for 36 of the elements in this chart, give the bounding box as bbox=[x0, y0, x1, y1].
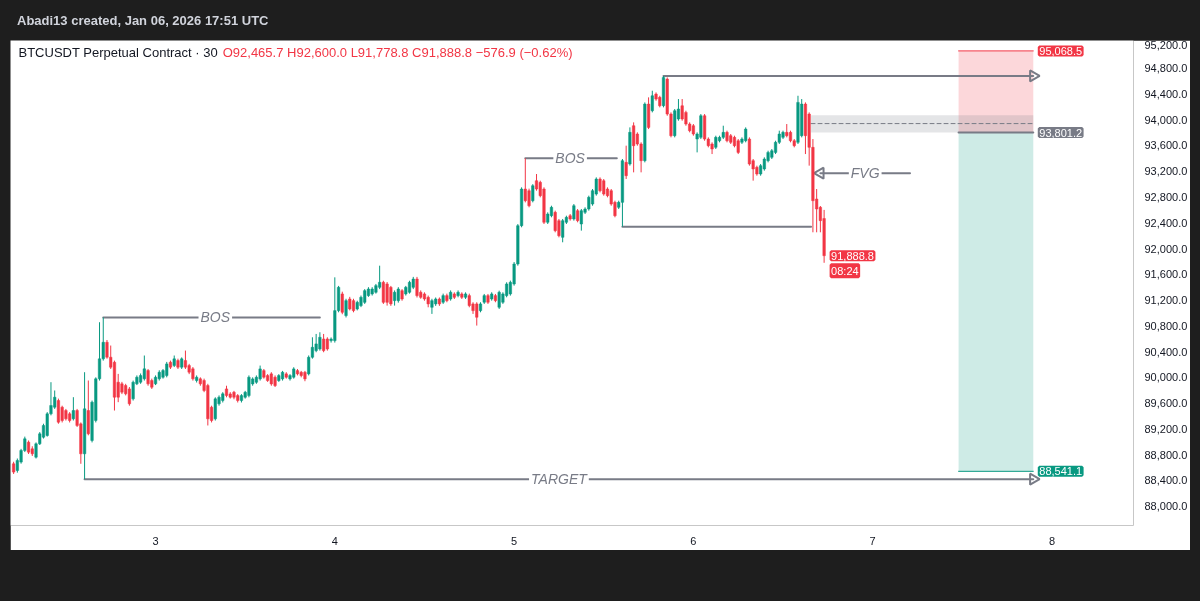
data-label: 95,068.5 bbox=[1039, 44, 1083, 57]
chart-title: BTCUSDT Perpetual Contract · 30 bbox=[18, 45, 218, 60]
x-tick-label: 7 bbox=[869, 534, 876, 547]
annotation: BOS bbox=[555, 150, 586, 167]
y-tick-label: 93,200.0 bbox=[1144, 165, 1188, 178]
y-tick-label: 91,200.0 bbox=[1144, 294, 1188, 307]
chart-subtitle: O92,465.7 H92,600.0 L91,778.8 C91,888.8 −576.9 (−0.62%) bbox=[222, 45, 573, 60]
y-tick-label: 94,400.0 bbox=[1144, 87, 1188, 100]
y-tick-label: 88,800.0 bbox=[1144, 448, 1188, 461]
y-tick-label: 93,600.0 bbox=[1144, 139, 1188, 152]
x-tick-label: 3 bbox=[152, 534, 159, 547]
y-tick-label: 89,200.0 bbox=[1144, 422, 1188, 435]
y-tick-label: 88,400.0 bbox=[1144, 474, 1188, 487]
y-tick-label: 90,000.0 bbox=[1144, 371, 1188, 384]
y-tick-label: 92,400.0 bbox=[1144, 216, 1188, 229]
y-tick-label: 90,400.0 bbox=[1144, 345, 1188, 358]
y-tick-label: 91,600.0 bbox=[1144, 268, 1188, 281]
data-label: 88,541.1 bbox=[1039, 465, 1083, 478]
y-tick-label: 90,800.0 bbox=[1144, 319, 1188, 332]
annotation: TARGET bbox=[531, 471, 589, 488]
text: Abadi13 created, Jan 06, 2026 17:51 UTC bbox=[17, 12, 269, 30]
x-tick-label: 4 bbox=[331, 534, 338, 547]
text: 91,888.8 08:24 bbox=[831, 249, 874, 277]
y-tick-label: 88,000.0 bbox=[1144, 500, 1188, 513]
annotation: FVG bbox=[850, 165, 880, 182]
data-label: 93,801.2 bbox=[1039, 126, 1083, 139]
y-tick-label: 92,000.0 bbox=[1144, 242, 1188, 255]
x-tick-label: 6 bbox=[690, 534, 697, 547]
y-tick-label: 94,800.0 bbox=[1144, 62, 1188, 75]
x-tick-label: 5 bbox=[511, 534, 518, 547]
x-tick-label: 8 bbox=[1048, 534, 1056, 547]
y-tick-label: 89,600.0 bbox=[1144, 397, 1188, 410]
y-tick-label: 94,000.0 bbox=[1144, 113, 1188, 126]
y-tick-label: 95,200.0 bbox=[1144, 38, 1188, 51]
y-tick-label: 92,800.0 bbox=[1144, 191, 1188, 204]
annotation: BOS bbox=[200, 309, 231, 326]
